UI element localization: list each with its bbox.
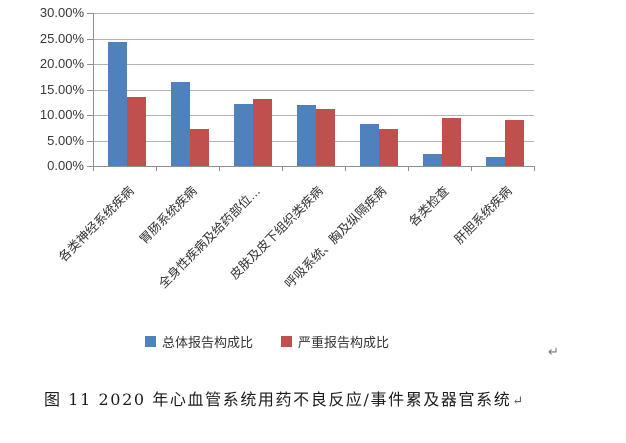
paragraph-return-icon: ↵ [512, 394, 524, 409]
bar [253, 99, 272, 166]
bar [127, 97, 146, 166]
legend-item: 总体报告构成比 [145, 332, 253, 351]
x-axis-tick [408, 166, 409, 171]
figure-caption: 图 11 2020 年心血管系统用药不良反应/事件累及器官系统↵ [44, 386, 523, 410]
x-axis-tick [471, 166, 472, 171]
y-axis-tick [87, 38, 93, 40]
x-axis-tick [282, 166, 283, 171]
bar [505, 120, 524, 166]
bar [108, 41, 127, 166]
legend-label: 总体报告构成比 [162, 335, 254, 350]
y-axis-label: 0.00% [47, 158, 84, 173]
y-axis-tick [87, 13, 93, 14]
y-axis-label: 15.00% [39, 81, 84, 97]
y-axis-tick [87, 89, 93, 91]
figure-caption-text: 图 11 2020 年心血管系统用药不良反应/事件累及器官系统 [44, 390, 512, 409]
x-axis-category-label: 各类神经系统疾病 [56, 183, 138, 265]
gridline [93, 89, 534, 91]
bar [190, 129, 209, 166]
gridline [93, 64, 534, 65]
x-axis-tick [93, 166, 94, 171]
y-axis-label: 10.00% [39, 107, 84, 122]
chart-legend: 总体报告构成比 严重报告构成比 [145, 332, 389, 351]
bar [234, 103, 253, 166]
y-axis-label: 25.00% [39, 30, 84, 46]
y-axis-tick [87, 166, 93, 167]
chart-object[interactable]: 30.00% 25.00% 20.00% 15.00% 10.00% 5.00% 0.00%… [0, 0, 626, 375]
bar [360, 123, 379, 166]
bar [297, 104, 316, 166]
legend-label: 严重报告构成比 [298, 335, 390, 350]
x-axis-line [93, 166, 534, 167]
paragraph-return-icon: ↵ [548, 344, 559, 359]
x-axis-tick [219, 166, 220, 171]
y-axis-label: 5.00% [47, 132, 84, 148]
bar [486, 156, 505, 166]
x-axis-tick [156, 166, 157, 171]
bar [379, 129, 398, 166]
gridline [93, 38, 534, 40]
legend-swatch-icon [145, 336, 156, 347]
y-axis-line [93, 13, 94, 171]
bar [423, 153, 442, 166]
bar [171, 82, 190, 166]
x-axis-category-label: 肝胆系统疾病 [452, 183, 516, 247]
x-axis-category-label: 各类检查 [406, 183, 453, 230]
legend-item: 严重报告构成比 [281, 332, 389, 351]
y-axis-label: 30.00% [39, 5, 84, 20]
y-axis-label: 20.00% [39, 56, 84, 71]
x-axis-category-label: 胃肠系统疾病 [137, 183, 201, 247]
legend-swatch-icon [281, 336, 293, 347]
bar [316, 109, 335, 166]
y-axis-tick [87, 64, 93, 65]
y-axis-tick [87, 140, 93, 142]
x-axis-tick [534, 166, 535, 171]
y-axis-tick [87, 115, 93, 116]
x-axis-tick [345, 166, 346, 171]
bar [442, 117, 461, 166]
gridline [93, 13, 534, 14]
